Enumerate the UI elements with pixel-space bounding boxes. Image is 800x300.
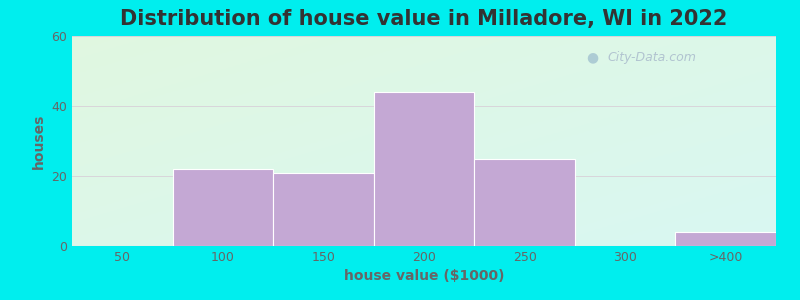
Y-axis label: houses: houses: [32, 113, 46, 169]
Title: Distribution of house value in Milladore, WI in 2022: Distribution of house value in Milladore…: [120, 9, 728, 29]
Bar: [173, 169, 273, 246]
Bar: [474, 158, 575, 246]
Text: ●: ●: [586, 51, 598, 65]
Text: City-Data.com: City-Data.com: [607, 51, 696, 64]
Bar: [273, 172, 374, 246]
X-axis label: house value ($1000): house value ($1000): [344, 269, 504, 284]
Bar: [374, 92, 474, 246]
Bar: [675, 232, 776, 246]
